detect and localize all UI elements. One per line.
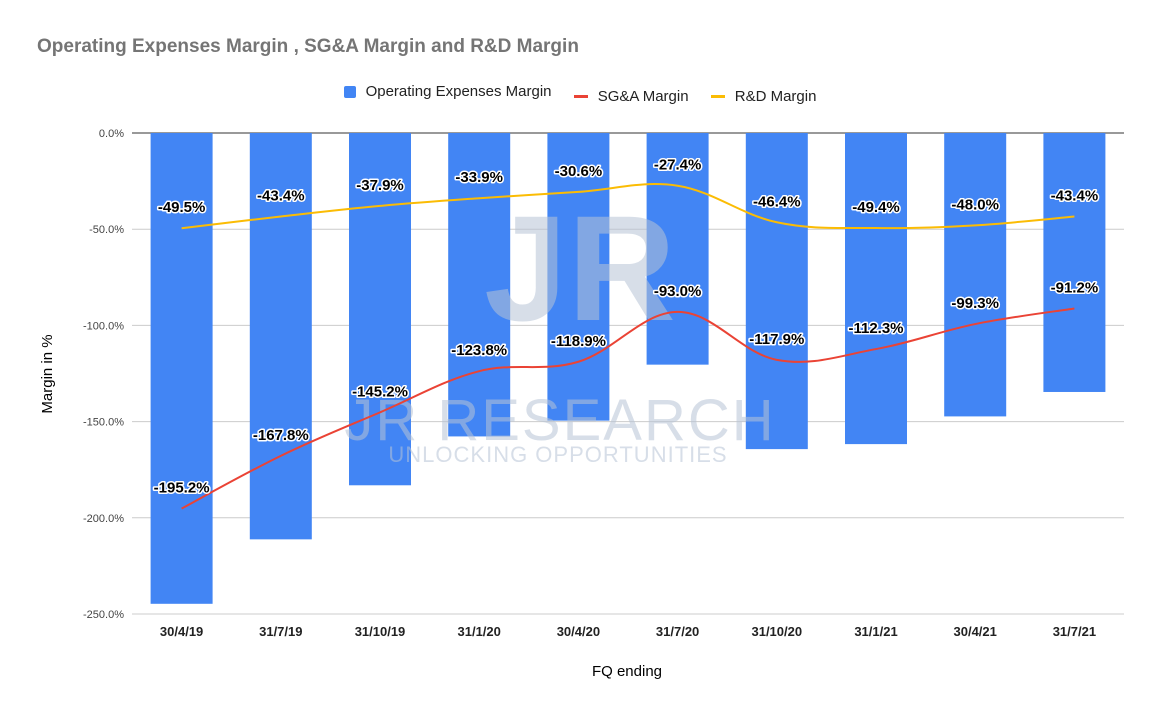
- x-axis-title: FQ ending: [592, 663, 662, 680]
- y-tick-label: -100.0%: [83, 320, 124, 332]
- sga-data-label: -118.9%: [551, 333, 606, 350]
- rd-data-label: -48.0%: [951, 196, 999, 213]
- legend-label-sga: SG&A Margin: [597, 87, 689, 105]
- opex-bar[interactable]: [1043, 133, 1106, 392]
- watermark-line1: JR RESEARCH: [344, 388, 775, 453]
- watermark-line2: UNLOCKING OPPORTUNITIES: [388, 442, 727, 467]
- x-axis-ticks: 30/4/19 31/7/19 31/10/19 31/1/20 30/4/20 31/7…: [160, 624, 1096, 639]
- x-tick-label: 31/7/19: [259, 624, 302, 639]
- sga-data-label: -167.8%: [253, 427, 309, 444]
- x-tick-label: 31/10/20: [751, 624, 802, 639]
- sga-data-label: -91.2%: [1051, 279, 1099, 296]
- opex-bar[interactable]: [150, 133, 213, 604]
- watermark: JR JR RESEARCH UNLOCKING OPPORTUNITIES: [344, 184, 775, 467]
- y-axis-ticks: 0.0% -50.0% -100.0% -150.0% -200.0% -250.0%: [83, 128, 124, 621]
- line-series: [181, 183, 1075, 510]
- y-tick-label: 0.0%: [99, 128, 124, 140]
- y-axis-title: Margin in %: [39, 334, 56, 413]
- y-tick-label: -50.0%: [89, 224, 124, 236]
- x-tick-label: 31/7/20: [656, 624, 699, 639]
- opex-bar[interactable]: [249, 133, 312, 540]
- rd-line: [181, 183, 1075, 230]
- x-tick-label: 31/1/20: [458, 624, 501, 639]
- rd-data-label: -37.9%: [356, 177, 404, 194]
- rd-data-label: -43.4%: [1051, 188, 1099, 205]
- opex-bar[interactable]: [349, 133, 411, 486]
- legend-label-rd: R&D Margin: [734, 87, 817, 105]
- sga-data-label: -112.3%: [848, 320, 903, 337]
- rd-data-label: -43.4%: [257, 188, 305, 205]
- rd-data-label: -49.5%: [158, 199, 206, 216]
- chart-title: Operating Expenses Margin , SG&A Margin …: [37, 36, 579, 57]
- opex-bar[interactable]: [448, 133, 511, 437]
- rd-data-label: -49.4%: [852, 199, 900, 216]
- sga-data-label: -99.3%: [951, 295, 999, 312]
- opex-bar[interactable]: [944, 133, 1007, 417]
- x-tick-label: 31/1/21: [854, 624, 897, 639]
- x-tick-label: 31/10/19: [355, 624, 406, 639]
- opex-bar[interactable]: [845, 133, 907, 445]
- rd-data-label: -27.4%: [654, 157, 702, 174]
- data-labels: -49.5% -43.4% -37.9% -33.9% -30.6% -27.4% -46.…: [152, 155, 1100, 498]
- x-tick-label: 30/4/20: [557, 624, 600, 639]
- x-tick-label: 31/7/21: [1053, 624, 1096, 639]
- opex-bar[interactable]: [547, 133, 610, 421]
- x-tick-label: 30/4/21: [954, 624, 997, 639]
- y-tick-label: -250.0%: [83, 609, 124, 621]
- legend-label-opex: Operating Expenses Margin: [365, 83, 552, 100]
- legend-swatch-opex: [343, 85, 356, 98]
- opex-bar[interactable]: [745, 133, 808, 450]
- legend-item-rd[interactable]: R&D Margin: [710, 87, 817, 105]
- legend: Operating Expenses Margin SG&A Margin R&…: [0, 83, 1160, 105]
- sga-data-label: -93.0%: [654, 283, 702, 300]
- watermark-logo: JR: [484, 184, 676, 352]
- legend-item-sga[interactable]: SG&A Margin: [573, 87, 689, 105]
- sga-data-label: -123.8%: [451, 342, 507, 359]
- legend-item-opex[interactable]: Operating Expenses Margin: [343, 83, 552, 100]
- rd-data-label: -33.9%: [455, 169, 503, 186]
- sga-data-label: -145.2%: [352, 383, 408, 400]
- sga-data-label: -195.2%: [154, 480, 210, 497]
- sga-data-label: -117.9%: [749, 331, 804, 348]
- legend-swatch-rd: [710, 94, 725, 98]
- y-tick-label: -150.0%: [83, 417, 124, 429]
- opex-bar[interactable]: [646, 133, 709, 365]
- opex-bars: [150, 133, 1106, 604]
- rd-data-label: -46.4%: [753, 193, 801, 210]
- sga-line: [181, 307, 1075, 510]
- y-tick-label: -200.0%: [83, 513, 124, 525]
- x-tick-label: 30/4/19: [160, 624, 203, 639]
- rd-data-label: -30.6%: [555, 163, 603, 180]
- legend-swatch-sga: [573, 94, 588, 98]
